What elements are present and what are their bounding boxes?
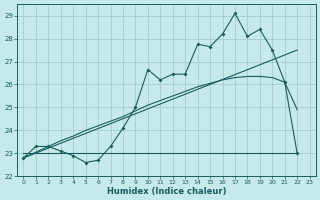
X-axis label: Humidex (Indice chaleur): Humidex (Indice chaleur) xyxy=(107,187,226,196)
